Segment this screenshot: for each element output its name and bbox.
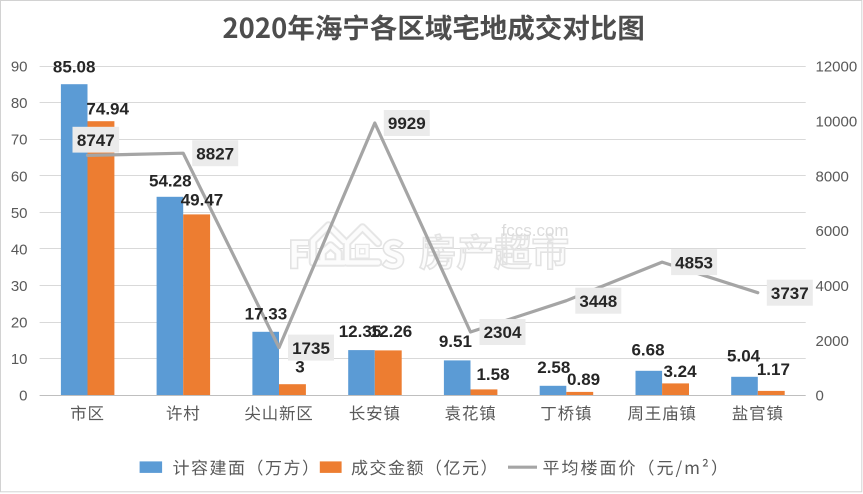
svg-text:0: 0: [19, 388, 27, 405]
svg-text:1.17: 1.17: [757, 360, 790, 379]
svg-text:10: 10: [11, 351, 28, 368]
svg-text:3737: 3737: [771, 284, 809, 303]
svg-text:0: 0: [816, 388, 824, 405]
svg-text:5.04: 5.04: [727, 346, 761, 365]
svg-text:60: 60: [11, 168, 28, 185]
svg-text:12000: 12000: [816, 59, 858, 76]
svg-text:3: 3: [295, 358, 304, 377]
svg-text:17.33: 17.33: [245, 305, 288, 324]
svg-text:40: 40: [11, 241, 28, 258]
svg-text:3448: 3448: [579, 292, 617, 311]
svg-text:2304: 2304: [484, 323, 522, 342]
svg-text:70: 70: [11, 132, 28, 149]
svg-text:fccs.com: fccs.com: [502, 221, 569, 240]
svg-text:12.35: 12.35: [339, 322, 382, 341]
svg-text:6000: 6000: [816, 223, 849, 240]
svg-text:54.28: 54.28: [149, 171, 192, 190]
svg-text:50: 50: [11, 205, 28, 222]
svg-text:49.47: 49.47: [181, 191, 224, 210]
svg-text:8827: 8827: [196, 144, 234, 163]
svg-text:6.68: 6.68: [631, 340, 664, 359]
svg-text:4853: 4853: [675, 253, 713, 272]
svg-text:9.51: 9.51: [439, 332, 472, 351]
svg-text:10000: 10000: [816, 113, 858, 130]
svg-text:3.24: 3.24: [663, 362, 697, 381]
svg-text:90: 90: [11, 59, 28, 76]
svg-text:4000: 4000: [816, 278, 849, 295]
svg-text:80: 80: [11, 95, 28, 112]
svg-text:2.58: 2.58: [537, 358, 570, 377]
svg-text:1735: 1735: [292, 339, 330, 358]
svg-text:9929: 9929: [388, 114, 426, 133]
svg-text:1.58: 1.58: [476, 365, 509, 384]
svg-text:12.26: 12.26: [370, 322, 413, 341]
svg-text:8000: 8000: [816, 168, 849, 185]
svg-text:2000: 2000: [816, 333, 849, 350]
svg-text:30: 30: [11, 278, 28, 295]
svg-text:85.08: 85.08: [53, 58, 96, 77]
svg-text:8747: 8747: [77, 131, 115, 150]
svg-text:0.89: 0.89: [567, 370, 600, 389]
svg-text:74.94: 74.94: [86, 99, 129, 118]
svg-text:20: 20: [11, 315, 28, 332]
